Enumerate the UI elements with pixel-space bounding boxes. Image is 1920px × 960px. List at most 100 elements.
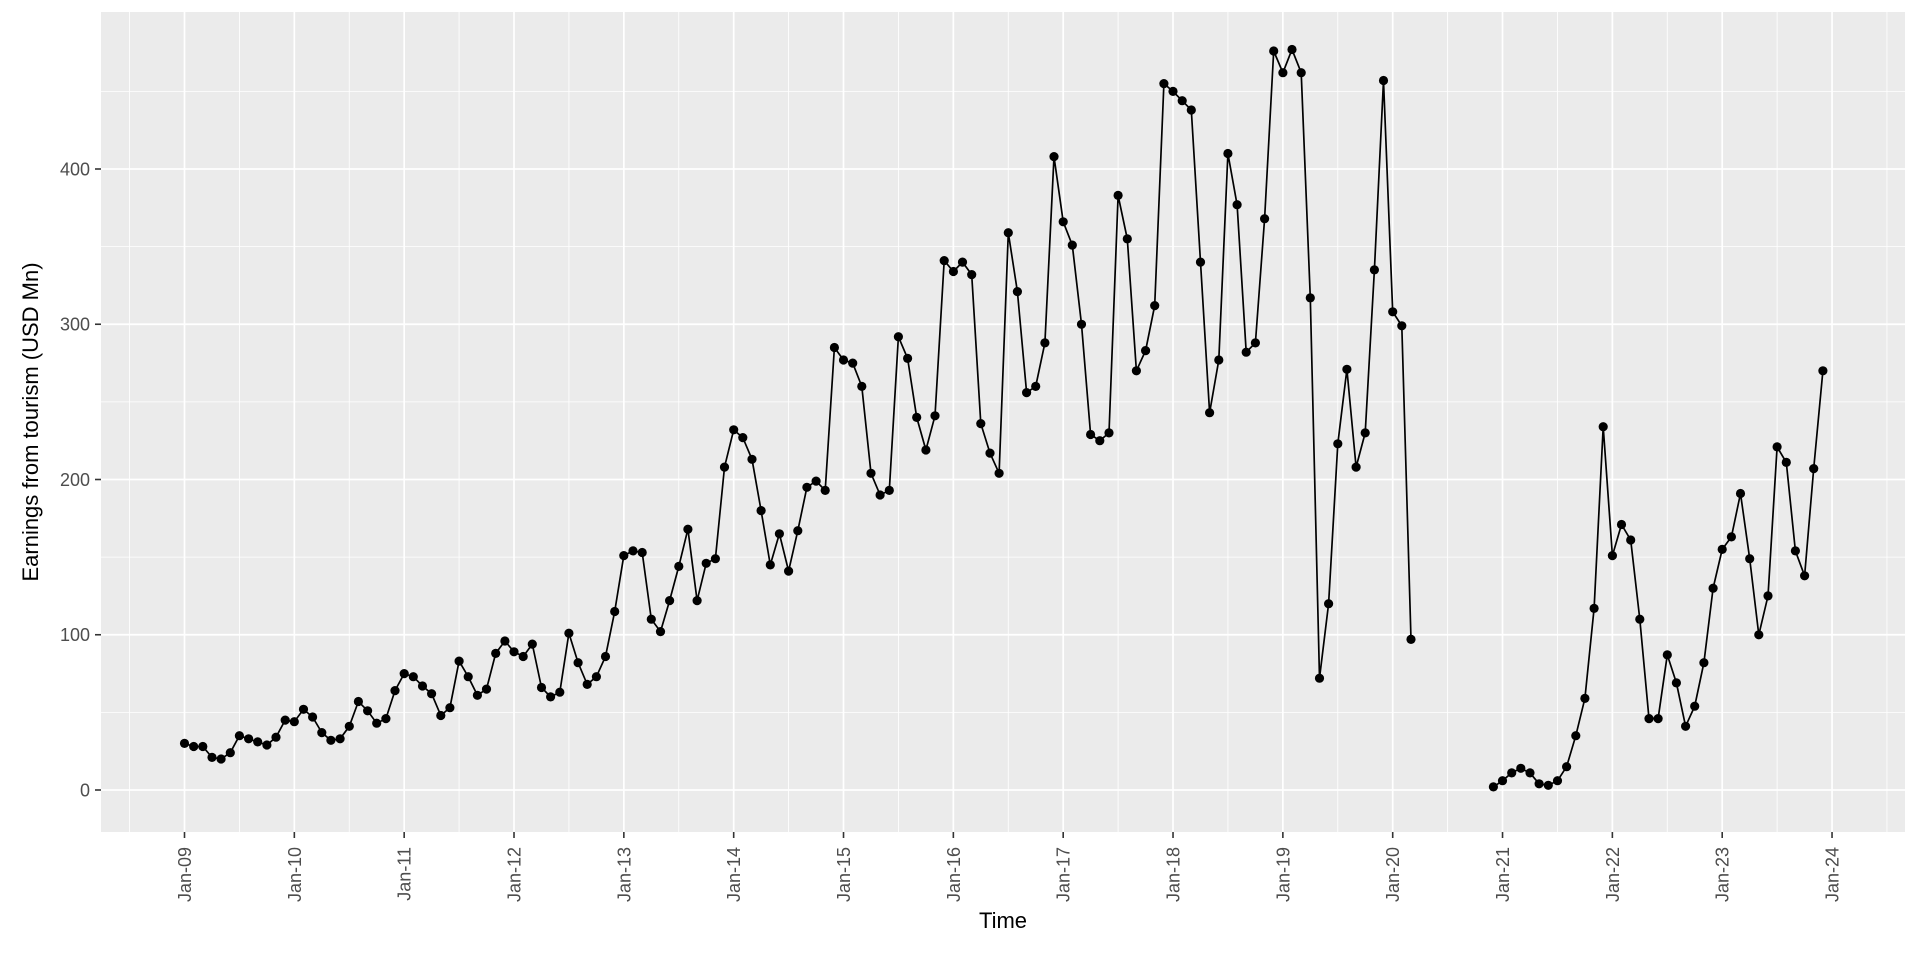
y-tick-label: 100	[60, 625, 90, 645]
data-point	[262, 740, 272, 750]
x-tick-label: Jan-17	[1054, 847, 1074, 902]
data-point	[1626, 535, 1636, 545]
data-point	[1735, 488, 1746, 499]
data-point	[692, 596, 702, 606]
data-point	[1260, 214, 1270, 224]
data-point	[481, 684, 492, 694]
data-point	[1351, 462, 1361, 472]
data-point	[710, 554, 721, 564]
data-point	[1141, 346, 1151, 356]
data-point	[811, 476, 821, 486]
data-point	[1067, 240, 1077, 250]
data-point	[1186, 105, 1196, 115]
data-point	[1818, 366, 1828, 376]
data-point	[1378, 75, 1389, 86]
x-tick-label: Jan-14	[724, 847, 744, 902]
data-series-points	[179, 44, 1828, 792]
data-point	[1809, 464, 1819, 474]
data-point	[546, 692, 556, 702]
data-point	[573, 658, 583, 668]
data-point	[1726, 532, 1736, 542]
data-point	[1003, 228, 1013, 238]
data-point	[1397, 321, 1407, 331]
data-point	[289, 717, 299, 727]
data-point	[518, 651, 528, 662]
data-point	[1763, 591, 1773, 601]
data-point	[1681, 721, 1691, 731]
data-point	[957, 257, 968, 267]
data-point	[189, 741, 199, 752]
data-point	[820, 485, 830, 495]
x-tick-label: Jan-18	[1164, 847, 1184, 902]
data-point	[1223, 148, 1233, 159]
data-point	[372, 718, 382, 728]
data-point	[1269, 46, 1279, 56]
data-point	[216, 754, 226, 764]
data-point	[390, 686, 400, 696]
data-point	[500, 636, 510, 646]
data-point	[1049, 152, 1059, 162]
data-point	[527, 639, 537, 649]
data-point	[463, 672, 473, 682]
data-point	[793, 526, 803, 536]
data-point	[1406, 634, 1416, 645]
data-point	[1543, 780, 1553, 790]
data-point	[1333, 439, 1343, 449]
data-point	[408, 672, 418, 682]
data-point	[683, 524, 693, 534]
data-point	[1058, 217, 1068, 227]
data-point	[271, 732, 281, 742]
data-point	[335, 734, 345, 744]
data-point	[1552, 776, 1563, 786]
data-point	[225, 748, 235, 758]
data-point	[1360, 428, 1370, 438]
data-point	[884, 485, 894, 495]
data-point	[179, 738, 190, 749]
x-tick-label: Jan-16	[944, 847, 964, 902]
gridlines-major	[101, 12, 1905, 832]
plot-panel	[101, 12, 1905, 832]
data-point	[802, 482, 812, 492]
data-point	[829, 342, 840, 353]
data-point	[1342, 364, 1352, 374]
y-tick-labels: 0 100 200 300 400	[60, 159, 90, 800]
data-point	[646, 614, 656, 624]
data-point	[591, 672, 602, 682]
data-point	[701, 558, 711, 568]
data-point	[1598, 422, 1608, 432]
data-point	[1031, 381, 1041, 391]
data-point	[784, 566, 794, 576]
data-point	[1214, 355, 1224, 365]
data-point	[326, 735, 336, 745]
data-point	[509, 647, 519, 657]
data-point	[967, 270, 977, 280]
data-point	[353, 696, 363, 707]
data-point	[1150, 301, 1160, 311]
data-point	[1580, 693, 1590, 704]
data-point	[1076, 319, 1087, 329]
data-point	[1772, 442, 1782, 452]
data-point	[637, 547, 647, 558]
data-point	[308, 712, 318, 722]
data-point	[1653, 714, 1663, 724]
data-point	[1562, 762, 1572, 772]
data-point	[976, 419, 986, 429]
y-tick-label: 300	[60, 315, 90, 335]
x-tick-label: Jan-24	[1823, 847, 1843, 902]
data-point	[1708, 583, 1718, 593]
data-point	[582, 679, 592, 690]
x-tick-label: Jan-10	[285, 847, 305, 902]
data-point	[1516, 763, 1526, 773]
data-point	[1314, 673, 1325, 683]
data-point	[674, 561, 684, 572]
x-tick-label: Jan-20	[1383, 847, 1403, 902]
data-point	[903, 353, 913, 363]
data-point	[610, 606, 620, 617]
x-tick-label: Jan-15	[834, 847, 854, 902]
data-point	[555, 687, 565, 697]
x-axis-title: Time	[979, 908, 1027, 933]
data-point	[1488, 782, 1498, 792]
data-point	[399, 669, 409, 679]
data-point	[1113, 190, 1123, 200]
